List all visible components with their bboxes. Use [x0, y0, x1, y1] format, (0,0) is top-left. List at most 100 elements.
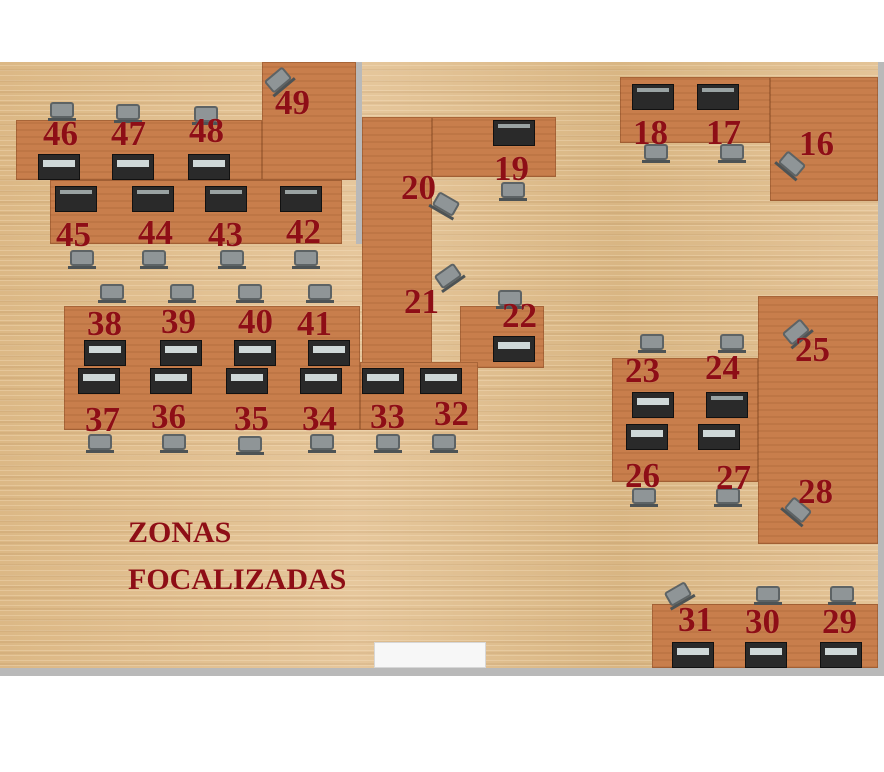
chair — [140, 250, 168, 269]
chair — [499, 182, 527, 201]
desk-number-26: 26 — [625, 456, 660, 495]
monitor — [38, 154, 80, 180]
right-wall — [878, 62, 884, 676]
zone-title-line-1: ZONAS — [128, 516, 232, 549]
desk-number-35: 35 — [234, 399, 269, 438]
desk-number-40: 40 — [238, 302, 273, 341]
desk-number-27: 27 — [716, 458, 751, 497]
chair — [308, 434, 336, 453]
desk-corner-25-28 — [758, 296, 878, 544]
desk-number-39: 39 — [161, 302, 196, 341]
desk-number-34: 34 — [302, 399, 337, 438]
desk-number-37: 37 — [85, 400, 120, 439]
chair — [754, 586, 782, 605]
monitor — [112, 154, 154, 180]
monitor — [745, 642, 787, 668]
partition-wall — [356, 62, 362, 244]
monitor — [626, 424, 668, 450]
chair — [160, 434, 188, 453]
desk-number-47: 47 — [111, 114, 146, 153]
desk-number-48: 48 — [189, 111, 224, 150]
monitor — [78, 368, 120, 394]
chair — [236, 284, 264, 303]
desk-number-25: 25 — [795, 330, 830, 369]
desk-number-16: 16 — [799, 124, 834, 163]
chair — [236, 436, 264, 455]
desk-number-28: 28 — [798, 472, 833, 511]
desk-number-44: 44 — [138, 213, 173, 252]
chair — [168, 284, 196, 303]
monitor — [308, 340, 350, 366]
chair — [86, 434, 114, 453]
zone-title-line-2: FOCALIZADAS — [128, 563, 347, 596]
desk-number-31: 31 — [678, 600, 713, 639]
monitor — [697, 84, 739, 110]
chair — [292, 250, 320, 269]
chair — [192, 106, 220, 125]
desk-number-36: 36 — [151, 397, 186, 436]
monitor — [632, 84, 674, 110]
desk-number-19: 19 — [494, 149, 529, 188]
desk-number-49: 49 — [275, 83, 310, 122]
monitor — [280, 186, 322, 212]
monitor — [632, 392, 674, 418]
chair — [306, 284, 334, 303]
desk-number-22: 22 — [502, 296, 537, 335]
chair — [374, 434, 402, 453]
desk-block-23-27 — [612, 358, 758, 482]
monitor — [234, 340, 276, 366]
chair — [218, 250, 246, 269]
chair — [718, 334, 746, 353]
monitor — [55, 186, 97, 212]
monitor — [672, 642, 714, 668]
chair — [114, 104, 142, 123]
chair — [48, 102, 76, 121]
monitor — [205, 186, 247, 212]
chair — [638, 334, 666, 353]
monitor — [493, 120, 535, 146]
desk-number-30: 30 — [745, 602, 780, 641]
monitor — [420, 368, 462, 394]
chair — [714, 488, 742, 507]
monitor — [188, 154, 230, 180]
desk-number-20: 20 — [401, 168, 436, 207]
desk-number-18: 18 — [633, 113, 668, 152]
monitor — [150, 368, 192, 394]
desk-number-33: 33 — [370, 397, 405, 436]
chair — [828, 586, 856, 605]
door-opening — [374, 642, 486, 668]
chair — [430, 434, 458, 453]
desk-number-24: 24 — [705, 348, 740, 387]
monitor — [300, 368, 342, 394]
chair — [68, 250, 96, 269]
monitor — [820, 642, 862, 668]
monitor — [160, 340, 202, 366]
desk-number-23: 23 — [625, 351, 660, 390]
desk-number-42: 42 — [286, 212, 321, 251]
monitor — [362, 368, 404, 394]
monitor — [132, 186, 174, 212]
desk-number-46: 46 — [43, 114, 78, 153]
desk-number-45: 45 — [56, 215, 91, 254]
monitor — [226, 368, 268, 394]
desk-number-29: 29 — [822, 602, 857, 641]
desk-number-43: 43 — [208, 215, 243, 254]
monitor — [493, 336, 535, 362]
chair — [98, 284, 126, 303]
desk-corner-16 — [770, 77, 878, 201]
floor-plan: 46 47 48 49 45 44 43 42 19 20 21 22 38 3… — [0, 62, 884, 676]
desk-number-38: 38 — [87, 304, 122, 343]
chair — [718, 144, 746, 163]
monitor — [706, 392, 748, 418]
desk-number-32: 32 — [434, 394, 469, 433]
desk-number-41: 41 — [297, 304, 332, 343]
desk-number-17: 17 — [706, 113, 741, 152]
desk-number-21: 21 — [404, 282, 439, 321]
monitor — [84, 340, 126, 366]
chair — [642, 144, 670, 163]
chair — [630, 488, 658, 507]
chair — [496, 290, 524, 309]
monitor — [698, 424, 740, 450]
desk-curve-20-21 — [362, 117, 432, 367]
bottom-wall — [0, 668, 884, 676]
